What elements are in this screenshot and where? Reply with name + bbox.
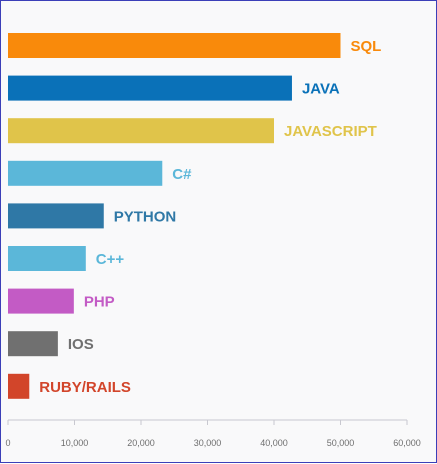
x-tick-label: 0 — [5, 438, 10, 448]
x-tick-label: 50,000 — [327, 438, 355, 448]
bar-c- — [8, 160, 163, 186]
bar-label-ios: IOS — [68, 336, 94, 353]
x-tick-label: 60,000 — [393, 438, 421, 448]
bar-sql — [8, 33, 341, 58]
x-tick-label: 20,000 — [127, 438, 155, 448]
bar-label-javascript: JAVASCRIPT — [284, 123, 377, 140]
bar-php — [8, 288, 74, 314]
bar-c- — [8, 246, 86, 271]
bar-label-java: JAVA — [302, 81, 340, 98]
bar-label-sql: SQL — [351, 38, 382, 55]
bar-ruby-rails — [8, 373, 30, 399]
bar-java — [8, 75, 292, 101]
x-tick-label: 10,000 — [61, 438, 89, 448]
bar-label-php: PHP — [84, 294, 115, 311]
x-tick-label: 30,000 — [194, 438, 222, 448]
bar-label-ruby-rails: RUBY/RAILS — [39, 379, 131, 396]
bar-label-c-: C# — [172, 166, 192, 183]
bar-python — [8, 203, 104, 229]
bar-ios — [8, 331, 58, 357]
x-tick-label: 40,000 — [260, 438, 288, 448]
bar-javascript — [8, 118, 274, 144]
bar-label-c-: C++ — [96, 251, 125, 268]
bar-label-python: PYTHON — [114, 208, 177, 225]
